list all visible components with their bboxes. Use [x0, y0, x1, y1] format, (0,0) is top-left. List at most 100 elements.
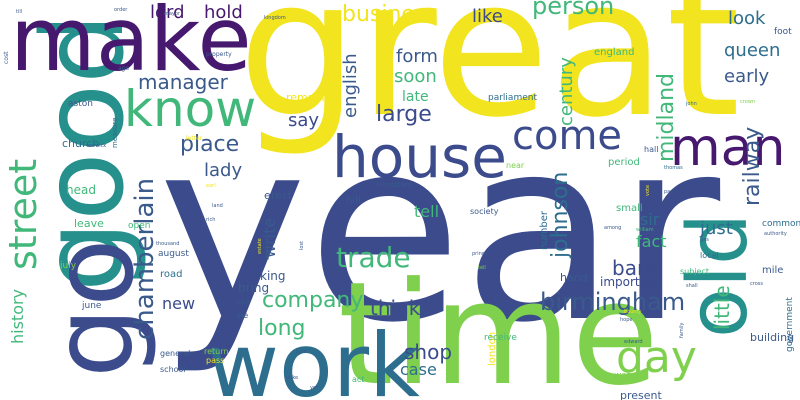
word-duke: duke: [286, 375, 299, 381]
word-birmingham: birmingham: [540, 288, 686, 316]
word-like: like: [472, 6, 503, 27]
word-property: property: [206, 51, 232, 58]
word-land: land: [212, 203, 223, 209]
word-wood: wood: [265, 246, 271, 260]
word-england: england: [594, 47, 635, 58]
word-john: john: [686, 101, 697, 107]
word-erect: erect: [264, 189, 293, 202]
word-government: government: [785, 297, 795, 352]
word-august: august: [158, 249, 189, 259]
word-return: return: [204, 347, 229, 356]
word-earl: earl: [206, 183, 216, 189]
word-shop: shop: [404, 340, 453, 364]
word-bounty: bounty: [624, 309, 642, 315]
word-chamberlain: chamberlain: [130, 177, 160, 340]
word-road: road: [160, 269, 183, 280]
word-die: die: [236, 311, 249, 320]
word-railway: railway: [740, 126, 765, 206]
word-among: among: [604, 225, 622, 231]
word-business: business: [342, 2, 438, 27]
word-early: early: [724, 66, 770, 87]
word-period: period: [608, 157, 640, 168]
word-form: form: [396, 46, 438, 67]
word-make: make: [10, 0, 252, 91]
word-say: say: [288, 110, 320, 131]
word-july: july: [60, 261, 77, 271]
word-near: near: [506, 161, 525, 170]
word-foot: foot: [774, 27, 792, 37]
word-open: open: [128, 221, 151, 231]
word-work: work: [207, 314, 420, 400]
word-letter: letter: [186, 135, 203, 142]
word-yet: yet: [310, 385, 318, 391]
word-lady: lady: [204, 160, 243, 181]
word-thousand: thousand: [156, 241, 180, 247]
word-hill: hill: [346, 195, 361, 206]
word-measure: measure: [111, 117, 119, 148]
word-william: william: [636, 227, 654, 233]
word-inhabitant: inhabitant: [376, 181, 412, 189]
word-century: century: [556, 57, 577, 126]
word-house: house: [332, 123, 507, 191]
word-family: family: [679, 322, 685, 338]
word-number: number: [539, 210, 550, 250]
word-tell-small: tell: [478, 265, 486, 271]
word-vote: vote: [645, 184, 651, 196]
word-warwick: warwick: [86, 143, 107, 149]
word-society: society: [470, 207, 499, 216]
word-authority: authority: [764, 231, 787, 237]
word-till: till: [16, 9, 23, 15]
word-parliament: parliament: [488, 93, 537, 103]
word-know: know: [124, 80, 257, 138]
word-large: large: [376, 102, 432, 127]
word-june: june: [82, 301, 102, 311]
word-history: history: [8, 288, 27, 344]
word-trade: trade: [336, 241, 411, 274]
word-pay: pay: [664, 189, 674, 195]
word-mile: mile: [762, 265, 784, 276]
word-street: street: [1, 158, 45, 270]
word-shall: shall: [686, 283, 698, 289]
word-lord: lord: [150, 2, 185, 23]
word-just: just: [700, 218, 733, 239]
word-midland: midland: [654, 72, 679, 162]
word-edward: edward: [624, 339, 643, 345]
word-hold: hold: [204, 2, 243, 23]
word-bring: bring: [238, 281, 270, 295]
word-sir: sir: [640, 210, 660, 229]
word-late: late: [402, 89, 429, 105]
word-hope: hope: [620, 317, 633, 323]
word-case: case: [400, 360, 437, 379]
word-order: order: [114, 7, 128, 13]
word-prince: prince: [472, 251, 488, 257]
word-manager: manager: [138, 70, 228, 94]
word-general: general: [160, 349, 191, 358]
word-bank: bank: [612, 256, 662, 280]
word-long: long: [258, 316, 306, 341]
word-man: man: [670, 118, 786, 178]
word-common: common: [762, 219, 800, 229]
word-age: age: [118, 65, 130, 72]
word-aston: aston: [68, 99, 93, 109]
word-cross: cross: [750, 281, 763, 287]
word-year: year: [158, 85, 721, 378]
word-new: new: [162, 294, 196, 313]
word-use: use: [236, 297, 251, 306]
word-think: think: [370, 296, 421, 320]
word-small: small: [616, 203, 643, 214]
word-leave: leave: [74, 217, 104, 230]
word-fact: fact: [636, 232, 667, 251]
word-water: water: [614, 371, 640, 381]
word-little: little: [710, 285, 734, 330]
word-lost: lost: [299, 240, 305, 250]
word-kingdom: kingdom: [264, 15, 286, 21]
word-mayor: mayor: [164, 11, 181, 17]
word-pass: pass: [206, 356, 225, 365]
word-remain: remain: [286, 91, 325, 104]
word-king: king: [260, 269, 286, 283]
word-hall: hall: [644, 145, 659, 154]
word-person: person: [532, 0, 615, 20]
word-church: church: [62, 137, 100, 150]
word-estate: estate: [257, 238, 263, 254]
